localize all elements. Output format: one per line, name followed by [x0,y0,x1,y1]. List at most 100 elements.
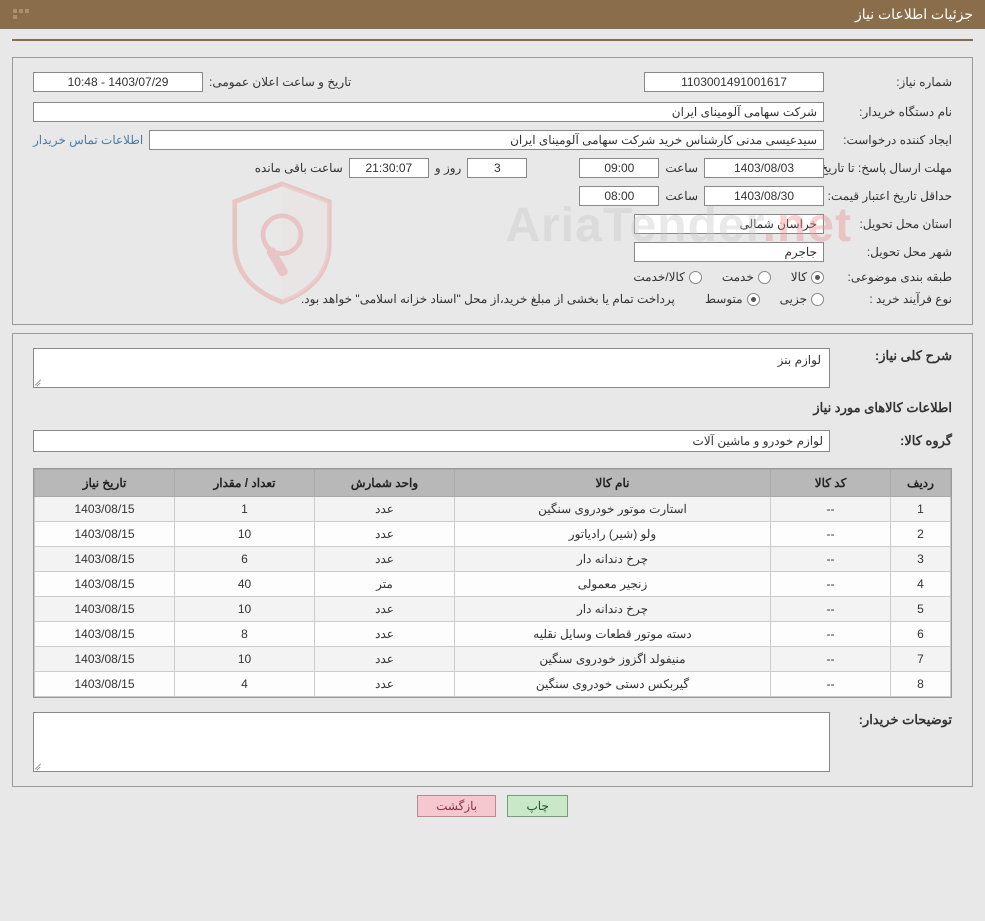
col-unit: واحد شمارش [315,470,455,497]
table-cell-date: 1403/08/15 [35,547,175,572]
hours-remaining-label: ساعت باقی مانده [255,161,343,175]
radio-goods-service-label: کالا/خدمت [633,270,684,284]
radio-medium-group[interactable]: متوسط [705,292,760,306]
col-qty: تعداد / مقدار [175,470,315,497]
print-button[interactable]: چاپ [507,795,567,817]
table-row: 1--استارت موتور خودروی سنگینعدد11403/08/… [35,497,951,522]
radio-service-group[interactable]: خدمت [722,270,771,284]
table-cell-name: چرخ دندانه دار [455,547,771,572]
table-cell-unit: عدد [315,672,455,697]
table-cell-row: 3 [891,547,951,572]
table-cell-row: 1 [891,497,951,522]
table-cell-name: استارت موتور خودروی سنگین [455,497,771,522]
radio-medium[interactable] [747,293,760,306]
announce-datetime-label: تاریخ و ساعت اعلان عمومی: [209,75,351,89]
table-cell-row: 6 [891,622,951,647]
col-row: ردیف [891,470,951,497]
radio-goods-label: کالا [791,270,807,284]
province-label: استان محل تحویل: [830,217,952,231]
items-section-title: اطلاعات کالاهای مورد نیاز [33,400,952,416]
radio-goods-service-group[interactable]: کالا/خدمت [633,270,701,284]
col-name: نام کالا [455,470,771,497]
table-cell-qty: 4 [175,672,315,697]
need-number-value: 1103001491001617 [644,72,824,92]
table-cell-unit: عدد [315,522,455,547]
deadline-label: مهلت ارسال پاسخ: تا تاریخ: [830,161,952,175]
table-cell-code: -- [771,647,891,672]
city-label: شهر محل تحویل: [830,245,952,259]
general-desc-label: شرح کلی نیاز: [842,348,952,364]
table-cell-row: 4 [891,572,951,597]
buyer-contact-link[interactable]: اطلاعات تماس خریدار [33,133,143,147]
table-cell-name: دسته موتور قطعات وسایل نقلیه [455,622,771,647]
radio-minor[interactable] [811,293,824,306]
radio-goods-service[interactable] [689,271,702,284]
table-cell-date: 1403/08/15 [35,647,175,672]
deadline-time-value: 09:00 [579,158,659,178]
table-cell-qty: 6 [175,547,315,572]
table-cell-date: 1403/08/15 [35,597,175,622]
table-cell-name: چرخ دندانه دار [455,597,771,622]
table-cell-qty: 10 [175,597,315,622]
table-cell-code: -- [771,547,891,572]
need-number-label: شماره نیاز: [830,75,952,89]
table-cell-row: 8 [891,672,951,697]
radio-minor-group[interactable]: جزیی [780,292,824,306]
table-row: 4--زنجیر معمولیمتر401403/08/15 [35,572,951,597]
radio-service-label: خدمت [722,270,754,284]
radio-goods[interactable] [811,271,824,284]
table-cell-row: 2 [891,522,951,547]
table-cell-date: 1403/08/15 [35,572,175,597]
table-cell-unit: متر [315,572,455,597]
main-info-panel: AriaTender.net شماره نیاز: 1103001491001… [12,57,973,325]
table-cell-date: 1403/08/15 [35,497,175,522]
description-panel: شرح کلی نیاز: لوازم بنز اطلاعات کالاهای … [12,333,973,787]
buyer-org-label: نام دستگاه خریدار: [830,105,952,119]
city-value: جاجرم [634,242,824,262]
table-row: 2--ولو (شیر) رادیاتورعدد101403/08/15 [35,522,951,547]
table-cell-qty: 8 [175,622,315,647]
table-cell-qty: 10 [175,647,315,672]
time-remaining-value: 21:30:07 [349,158,429,178]
header-bar: جزئیات اطلاعات نیاز [0,0,985,29]
col-date: تاریخ نیاز [35,470,175,497]
group-value: لوازم خودرو و ماشین آلات [33,430,830,452]
deadline-time-label: ساعت [665,161,698,175]
table-cell-code: -- [771,572,891,597]
table-cell-unit: عدد [315,622,455,647]
province-value: خراسان شمالی [634,214,824,234]
table-row: 6--دسته موتور قطعات وسایل نقلیهعدد81403/… [35,622,951,647]
page-container: جزئیات اطلاعات نیاز AriaTender.net [0,0,985,837]
table-cell-code: -- [771,622,891,647]
resize-handle-icon[interactable] [35,760,45,770]
radio-goods-group[interactable]: کالا [791,270,824,284]
resize-handle-icon[interactable] [35,376,45,386]
table-cell-name: زنجیر معمولی [455,572,771,597]
table-cell-unit: عدد [315,547,455,572]
radio-service[interactable] [758,271,771,284]
items-table-wrap: ردیف کد کالا نام کالا واحد شمارش تعداد /… [33,468,952,698]
table-cell-date: 1403/08/15 [35,522,175,547]
header-divider [12,39,973,41]
radio-minor-label: جزیی [780,292,807,306]
table-row: 5--چرخ دندانه دارعدد101403/08/15 [35,597,951,622]
table-cell-unit: عدد [315,597,455,622]
col-code: کد کالا [771,470,891,497]
table-cell-name: منیفولد اگزوز خودروی سنگین [455,647,771,672]
table-cell-code: -- [771,497,891,522]
table-row: 3--چرخ دندانه دارعدد61403/08/15 [35,547,951,572]
table-cell-date: 1403/08/15 [35,622,175,647]
requester-label: ایجاد کننده درخواست: [830,133,952,147]
table-cell-code: -- [771,672,891,697]
back-button[interactable]: بازگشت [417,795,496,817]
general-desc-field: لوازم بنز [33,348,830,388]
items-table: ردیف کد کالا نام کالا واحد شمارش تعداد /… [34,469,951,697]
category-label: طبقه بندی موضوعی: [830,270,952,284]
table-header-row: ردیف کد کالا نام کالا واحد شمارش تعداد /… [35,470,951,497]
day-and-label: روز و [435,161,462,175]
days-remaining-value: 3 [467,158,527,178]
min-validity-date-value: 1403/08/30 [704,186,824,206]
buyer-notes-field [33,712,830,772]
radio-medium-label: متوسط [705,292,743,306]
table-cell-date: 1403/08/15 [35,672,175,697]
